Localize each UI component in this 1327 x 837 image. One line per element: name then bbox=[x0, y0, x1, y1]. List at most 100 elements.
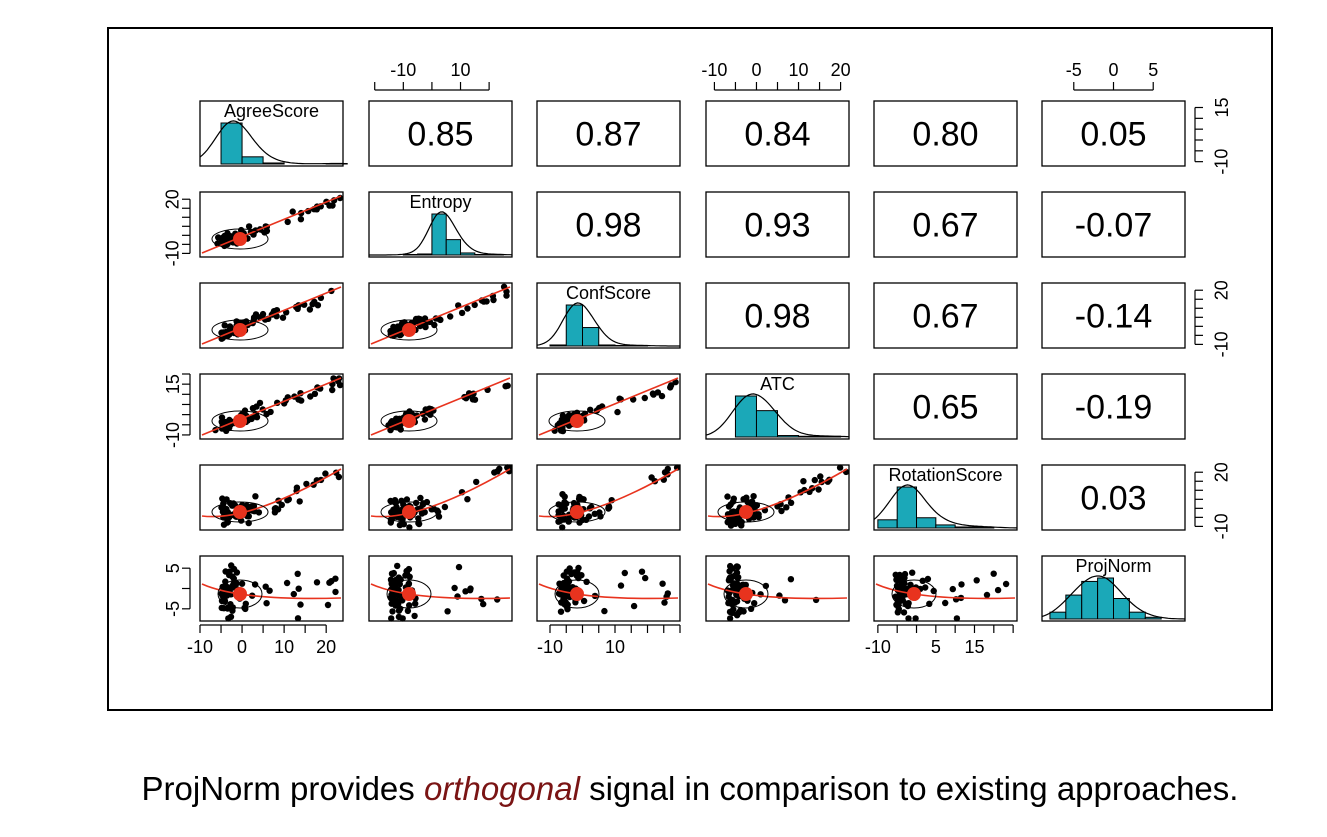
scatter-point bbox=[412, 600, 419, 607]
panel-box-r0-c2 bbox=[536, 100, 681, 167]
panel-box-r4-c5 bbox=[1041, 464, 1186, 531]
histogram-bar bbox=[734, 395, 757, 438]
variable-name-label: AgreeScore bbox=[224, 101, 319, 121]
scatter-point bbox=[778, 507, 785, 515]
density-curve bbox=[536, 302, 680, 347]
caption: ProjNorm provides orthogonal signal in c… bbox=[0, 770, 1327, 808]
right-axis-tick-label: -10 bbox=[1212, 149, 1232, 175]
variable-name-label: ProjNorm bbox=[1075, 556, 1151, 576]
scatter-point bbox=[787, 576, 795, 583]
mean-point bbox=[907, 587, 921, 601]
mean-point bbox=[570, 505, 584, 519]
histogram-bar bbox=[460, 252, 476, 256]
panel-box-r1-c2 bbox=[536, 191, 681, 258]
scatter-point bbox=[658, 392, 666, 400]
correlation-ellipse bbox=[380, 410, 438, 432]
scatter-point bbox=[781, 597, 789, 604]
scatter-point bbox=[601, 607, 608, 615]
scatter-point bbox=[314, 302, 322, 309]
scatter-point bbox=[326, 202, 333, 209]
correlation-label: 0.93 bbox=[744, 207, 810, 245]
histogram-bar bbox=[614, 344, 632, 347]
scatter-point bbox=[421, 315, 429, 322]
correlation-ellipse bbox=[211, 501, 269, 523]
scatter-point bbox=[990, 570, 997, 577]
density-curve bbox=[1041, 575, 1186, 620]
scatter-point bbox=[229, 582, 236, 590]
scatter-point bbox=[421, 509, 428, 516]
scatter-point bbox=[724, 493, 731, 500]
scatter-point bbox=[576, 493, 583, 501]
scatter-point bbox=[391, 506, 398, 514]
scatter-point bbox=[441, 503, 449, 511]
histogram-bar bbox=[565, 304, 583, 347]
scatter-point bbox=[659, 580, 666, 587]
histogram-bar bbox=[402, 253, 419, 256]
correlation-ellipse bbox=[554, 579, 600, 609]
histogram-bar bbox=[935, 524, 956, 529]
loess-fit-line bbox=[538, 377, 679, 436]
scatter-point bbox=[730, 508, 737, 515]
correlation-ellipse bbox=[217, 579, 263, 609]
scatter-point bbox=[661, 599, 668, 606]
scatter-point bbox=[388, 591, 395, 598]
scatter-point bbox=[560, 572, 567, 579]
scatter-point bbox=[726, 615, 734, 622]
scatter-point bbox=[561, 505, 568, 512]
scatter-point bbox=[896, 574, 903, 582]
scatter-point bbox=[313, 206, 320, 213]
histogram-bar bbox=[220, 122, 243, 165]
matrix-panels: 0.85 0.87 0.84 0.80 0.05 0.98 0.93 0.67 -0.07 0.9… bbox=[163, 60, 1232, 657]
scatter-point bbox=[664, 465, 671, 473]
top-axis-tick-label: 20 bbox=[831, 60, 851, 80]
panel-box-r0-c5 bbox=[1041, 100, 1186, 167]
loess-fit-line bbox=[875, 583, 1016, 600]
histogram-bar bbox=[1081, 580, 1099, 620]
scatter-matrix-figure: 0.85 0.87 0.84 0.80 0.05 0.98 0.93 0.67 -0.07 0.9… bbox=[107, 27, 1273, 711]
scatter-point bbox=[455, 563, 463, 571]
scatter-point bbox=[673, 464, 681, 471]
scatter-point bbox=[256, 399, 264, 407]
panel-box-r1-c5 bbox=[1041, 191, 1186, 258]
scatter-point bbox=[332, 588, 339, 596]
scatter-point bbox=[278, 501, 285, 509]
scatter-point bbox=[490, 296, 497, 304]
panel-box-r3-c4 bbox=[873, 373, 1018, 440]
scatter-point bbox=[751, 600, 758, 607]
scatter-point bbox=[740, 496, 747, 503]
scatter-point bbox=[566, 565, 573, 572]
scatter-point bbox=[573, 572, 580, 579]
correlation-label: 0.67 bbox=[912, 298, 978, 336]
scatter-point bbox=[503, 292, 510, 299]
scatter-point bbox=[815, 486, 822, 493]
scatter-point bbox=[726, 608, 734, 616]
panel-box-r2-c4 bbox=[873, 282, 1018, 349]
scatter-point bbox=[994, 586, 1002, 594]
scatter-point bbox=[909, 569, 916, 576]
scatter-point bbox=[1002, 580, 1010, 588]
histogram-bar bbox=[896, 486, 918, 529]
scatter-point bbox=[559, 524, 566, 531]
scatter-point bbox=[733, 612, 741, 619]
scatter-point bbox=[279, 314, 287, 321]
scatter-point bbox=[496, 465, 503, 472]
scatter-point bbox=[226, 323, 234, 330]
histogram-bar bbox=[431, 213, 447, 256]
scatter-point bbox=[464, 305, 471, 312]
scatter-point bbox=[564, 416, 571, 423]
scatter-point bbox=[313, 579, 321, 586]
scatter-point bbox=[290, 590, 297, 598]
scatter-point bbox=[322, 470, 329, 477]
scatter-point bbox=[901, 574, 908, 582]
scatter-point bbox=[800, 478, 807, 485]
scatter-point bbox=[309, 300, 316, 308]
scatter-point bbox=[953, 615, 961, 622]
loess-fit-line bbox=[538, 583, 679, 600]
scatter-point bbox=[575, 564, 582, 572]
panel-box-r0-c1 bbox=[368, 100, 513, 167]
scatter-point bbox=[641, 394, 648, 402]
scatter-point bbox=[219, 508, 227, 516]
mean-point bbox=[402, 505, 416, 519]
correlation-label: 0.03 bbox=[1080, 480, 1146, 518]
histogram-bar bbox=[549, 344, 567, 347]
